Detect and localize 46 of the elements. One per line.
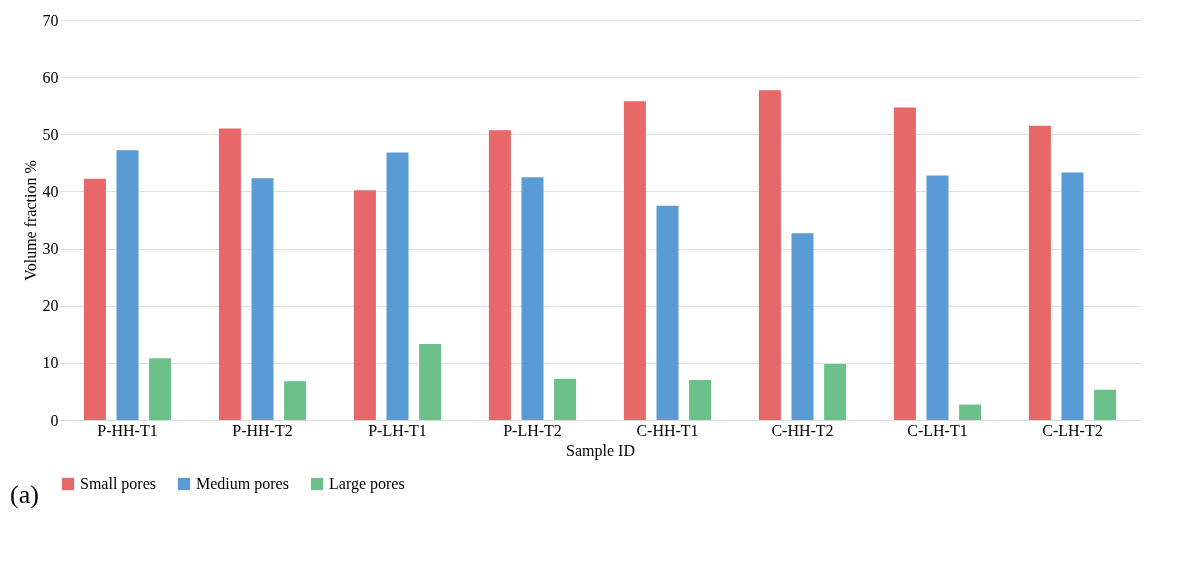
bar	[623, 101, 646, 420]
y-tick-label: 70	[42, 11, 59, 29]
legend-label: Medium pores	[196, 475, 289, 493]
y-tick-label: 50	[42, 125, 59, 143]
x-tick-label: C-LH-T2	[1042, 421, 1103, 439]
bar	[893, 107, 916, 420]
x-axis-title: Sample ID	[566, 441, 635, 460]
text: (a)	[10, 480, 39, 509]
y-tick-label: 40	[42, 182, 59, 200]
y-axis-title: Volume fraction %	[21, 160, 39, 281]
y-tick-label: 0	[50, 411, 59, 429]
bar	[824, 364, 847, 420]
y-tick-label: 60	[42, 68, 59, 86]
y-tick-label: 20	[42, 297, 59, 315]
x-tick-label: C-HH-T2	[771, 421, 834, 439]
bar	[386, 152, 409, 420]
y-tick-label: 10	[42, 354, 59, 372]
bar	[284, 381, 307, 420]
y-tick-label: 30	[42, 240, 59, 258]
bar	[353, 190, 376, 420]
bar	[689, 380, 712, 420]
bar	[1028, 125, 1051, 420]
x-tick-label: P-HH-T2	[232, 421, 293, 439]
bar	[488, 130, 511, 420]
x-tick-label: C-HH-T1	[636, 421, 699, 439]
bar	[521, 177, 544, 420]
bar	[83, 178, 106, 420]
bar	[554, 378, 577, 420]
bar	[758, 90, 781, 420]
bar	[251, 178, 274, 420]
x-tick-label: P-HH-T1	[97, 421, 158, 439]
bar	[791, 233, 814, 420]
x-tick-label: P-LH-T2	[503, 421, 562, 439]
bar	[116, 150, 139, 420]
bar	[1094, 389, 1117, 420]
bar	[959, 404, 982, 420]
bar	[218, 128, 241, 420]
bar	[149, 358, 172, 420]
bar	[419, 344, 442, 420]
x-tick-label: C-LH-T1	[907, 421, 968, 439]
bar	[656, 205, 679, 420]
x-tick-label: P-LH-T1	[368, 421, 427, 439]
bar	[1061, 172, 1084, 420]
legend-label: Large pores	[329, 475, 405, 493]
legend-label: Small pores	[80, 475, 156, 493]
bar	[926, 175, 949, 420]
